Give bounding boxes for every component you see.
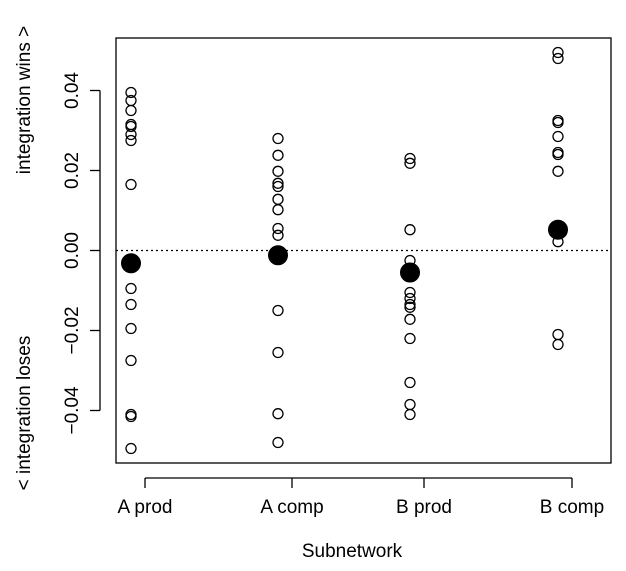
- data-point: [125, 134, 137, 147]
- data-point: [272, 346, 284, 359]
- data-point: [404, 157, 416, 169]
- x-axis: A prod A comp B prod B comp: [118, 477, 604, 518]
- y-tick-label: 0.02: [62, 152, 83, 189]
- data-point: [272, 229, 284, 241]
- data-point: [125, 178, 137, 191]
- data-point: [404, 292, 416, 305]
- data-point: [552, 46, 564, 59]
- data-point: [272, 149, 284, 161]
- y-tick-label: −0.02: [62, 306, 83, 354]
- data-point: [272, 193, 284, 205]
- data-point: [404, 224, 416, 236]
- data-point: [404, 152, 416, 165]
- x-axis-title: Subnetwork: [302, 541, 403, 562]
- data-point: [404, 298, 416, 311]
- data-point: [404, 301, 416, 313]
- x-tick-label: B prod: [396, 497, 452, 518]
- data-point: [125, 282, 137, 295]
- data-point: [272, 204, 284, 216]
- data-point: [404, 408, 416, 421]
- x-tick-label: A comp: [260, 497, 323, 518]
- data-point: [552, 165, 564, 177]
- y-axis-title-top: integration wins >: [14, 26, 35, 174]
- data-point: [552, 116, 564, 129]
- x-tick-label: B comp: [540, 497, 604, 518]
- data-point: [404, 398, 416, 411]
- data-points: [125, 46, 564, 455]
- mean-point: [121, 253, 141, 274]
- y-axis: −0.04 −0.02 0.00 0.02 0.04: [62, 72, 101, 435]
- mean-markers: [121, 219, 568, 283]
- y-axis-title-bottom: < integration loses: [14, 336, 35, 491]
- mean-point: [548, 219, 568, 240]
- data-point: [404, 313, 416, 325]
- data-point: [272, 180, 284, 193]
- y-tick-label: 0.04: [62, 72, 83, 109]
- data-point: [125, 86, 137, 99]
- data-point: [552, 148, 564, 161]
- data-point: [552, 328, 564, 341]
- data-point: [552, 338, 564, 351]
- data-point: [125, 128, 137, 141]
- data-point: [272, 304, 284, 317]
- data-point: [272, 436, 284, 449]
- data-point: [125, 322, 137, 335]
- data-point: [272, 177, 284, 189]
- data-point: [404, 376, 416, 389]
- data-point: [272, 132, 284, 145]
- data-point: [404, 332, 416, 345]
- x-tick-label: A prod: [118, 497, 173, 518]
- data-point: [125, 298, 137, 311]
- y-tick-label: −0.04: [62, 386, 83, 435]
- data-point: [125, 354, 137, 367]
- mean-point: [400, 262, 420, 283]
- data-point: [272, 165, 284, 177]
- data-point: [125, 120, 137, 133]
- data-point: [404, 286, 416, 299]
- y-tick-label: 0.00: [62, 232, 83, 269]
- data-point: [125, 104, 137, 117]
- data-point: [125, 410, 137, 423]
- data-point: [552, 52, 564, 65]
- data-point: [272, 408, 284, 420]
- mean-point: [268, 245, 288, 266]
- data-point: [272, 222, 284, 235]
- data-point: [552, 130, 564, 143]
- data-point: [125, 442, 137, 455]
